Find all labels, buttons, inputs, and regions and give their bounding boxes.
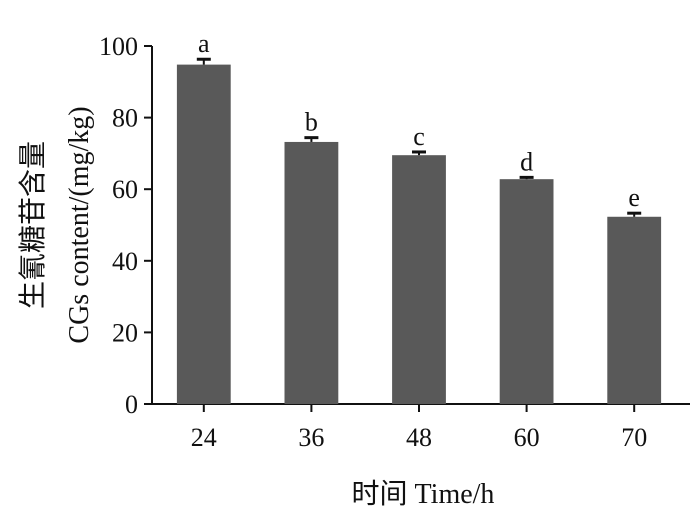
bar [607, 216, 662, 404]
y-tick-label: 80 [112, 104, 138, 133]
y-tick-label: 60 [112, 175, 138, 204]
x-tick-label: 48 [406, 423, 432, 452]
x-tick-label: 60 [514, 423, 540, 452]
bar [176, 64, 231, 404]
bar [499, 179, 554, 404]
significance-label: c [413, 122, 425, 151]
y-axis-title-line1: 生氰糖苷含量 [17, 141, 49, 309]
significance-label: a [198, 29, 210, 58]
x-tick-label: 36 [298, 423, 324, 452]
y-axis-title-line2: CGs content/(mg/kg) [64, 106, 95, 343]
x-tick-label: 24 [191, 423, 217, 452]
x-axis-title: 时间 Time/h [352, 478, 495, 510]
significance-label: d [520, 147, 533, 176]
y-tick-label: 20 [112, 318, 138, 347]
y-axis-title-en: CGs content/(mg/kg) [64, 106, 95, 343]
y-axis: 0 20 40 60 80 100 [99, 32, 153, 419]
y-tick-label: 0 [125, 390, 138, 419]
bars: a b c d e [176, 29, 662, 404]
x-tick-label: 70 [621, 423, 647, 452]
significance-label: e [628, 183, 640, 212]
y-tick-label: 40 [112, 247, 138, 276]
y-axis-title: 生氰糖苷含量 [17, 141, 49, 309]
y-tick-label: 100 [99, 32, 138, 61]
bar [392, 155, 446, 404]
bar [284, 141, 339, 404]
significance-label: b [305, 108, 318, 137]
x-axis: 24 36 48 60 70 [152, 403, 690, 452]
